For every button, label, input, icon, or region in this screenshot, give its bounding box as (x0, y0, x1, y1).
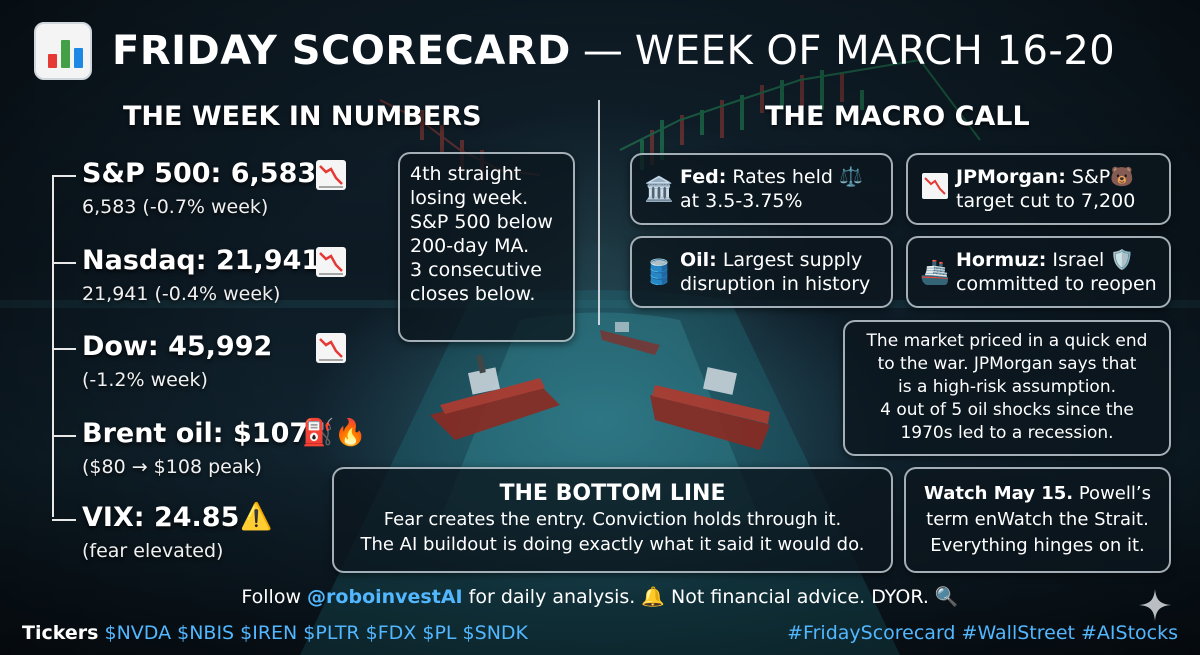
sparkle-icon (1139, 589, 1171, 621)
stat-sub: 6,583 (-0.7% week) (82, 196, 269, 218)
title-dash: — (582, 28, 623, 74)
market-note-line: 1970s led to a recession. (900, 423, 1114, 443)
hashtags[interactable]: #FridayScorecard #WallStreet #AIStocks (787, 622, 1178, 644)
week-in-numbers-heading: THE WEEK IN NUMBERS (123, 101, 482, 132)
stats-tree-line (52, 175, 54, 517)
watch-text: Everything hinges on it. (930, 535, 1145, 556)
note-line: S&P 500 below (410, 211, 553, 233)
stat-sub: 21,941 (-0.4% week) (82, 283, 281, 305)
fuel-pump-fire-icon: ⛽🔥 (302, 418, 367, 448)
market-note-line: The market priced in a quick end (866, 331, 1148, 351)
bottom-line-text: Fear creates the entry. Conviction holds… (383, 509, 842, 530)
market-note-line: is a high-risk assumption. (897, 377, 1117, 397)
stat-label: S&P 500: 6,583 (82, 158, 317, 189)
bar-chart-icon (34, 22, 92, 80)
card-line: S&P (1071, 166, 1111, 188)
stat-sub: (-1.2% week) (82, 369, 208, 391)
follow-prefix: Follow (241, 586, 308, 608)
market-note: The market priced in a quick end to the … (843, 320, 1171, 456)
oil-barrel-icon: 🛢️ (644, 258, 674, 286)
card-line: Largest supply (722, 249, 863, 271)
stat-label: Brent oil: $107 (82, 418, 309, 449)
section-divider (598, 100, 600, 325)
follow-suffix: for daily analysis. 🔔 Not financial advi… (462, 586, 959, 608)
watch-text: Powell’s (1073, 483, 1151, 504)
page-title: FRIDAY SCORECARD (112, 28, 571, 74)
card-line: at 3.5-3.75% (680, 190, 803, 212)
warning-icon: ⚠️ (240, 502, 273, 532)
note-line: losing week. (410, 187, 529, 209)
chart-decreasing-icon (920, 173, 950, 205)
chart-decreasing-icon (316, 160, 346, 190)
watch-card: Watch May 15. Powell’s term enWatch the … (904, 467, 1171, 573)
macro-card-oil: 🛢️ Oil: Largest supply disruption in his… (630, 236, 893, 308)
handle-link[interactable]: @roboinvestAI (307, 586, 463, 608)
macro-call-heading: THE MACRO CALL (765, 101, 1030, 132)
losing-week-note: 4th straight losing week. S&P 500 below … (398, 152, 575, 342)
card-name: JPMorgan: (956, 166, 1066, 188)
market-note-line: 4 out of 5 oil shocks since the (880, 400, 1134, 420)
note-line: closes below. (410, 283, 536, 305)
card-line: target cut to 7,200 (956, 190, 1136, 212)
card-name: Oil: (680, 249, 717, 271)
tickers-list[interactable]: $NVDA $NBIS $IREN $PLTR $FDX $PL $SNDK (104, 622, 528, 644)
card-line: Israel (1052, 249, 1105, 271)
stat-sub: (fear elevated) (82, 540, 224, 562)
tickers: Tickers $NVDA $NBIS $IREN $PLTR $FDX $PL… (22, 622, 528, 644)
macro-card-fed: 🏛️ Fed: Rates held ⚖️ at 3.5-3.75% (630, 153, 893, 225)
bottom-line-card: THE BOTTOM LINE Fear creates the entry. … (332, 467, 893, 573)
note-line: 200-day MA. (410, 235, 530, 257)
chart-decreasing-icon (316, 247, 346, 277)
watch-text: term enWatch the Strait. (926, 509, 1149, 530)
tickers-label: Tickers (22, 622, 99, 644)
shield-icon: 🛡️ (1110, 249, 1135, 271)
scales-icon: ⚖️ (838, 166, 863, 188)
header: FRIDAY SCORECARD — WEEK OF MARCH 16-20 (34, 20, 1115, 82)
stat-label: Dow: 45,992 (82, 331, 273, 362)
bottom-line-text: The AI buildout is doing exactly what it… (360, 534, 865, 555)
stat-label: VIX: 24.85 (82, 502, 240, 533)
stat-sub: ($80 → $108 peak) (82, 456, 262, 478)
bank-icon: 🏛️ (644, 175, 674, 203)
footer-follow: Follow @roboinvestAI for daily analysis.… (0, 585, 1200, 608)
ship-icon: 🚢 (920, 258, 950, 286)
bear-icon: 🐻 (1110, 166, 1134, 188)
card-name: Fed: (680, 166, 727, 188)
card-line: Rates held (732, 166, 833, 188)
card-line: committed to reopen (956, 273, 1157, 295)
watch-bold: Watch May 15. (924, 483, 1074, 504)
week-range: WEEK OF MARCH 16-20 (634, 28, 1116, 74)
note-line: 3 consecutive (410, 259, 542, 281)
stat-label: Nasdaq: 21,941 (82, 245, 321, 276)
note-line: 4th straight (410, 163, 522, 185)
bottom-line-title: THE BOTTOM LINE (499, 481, 726, 506)
macro-card-hormuz: 🚢 Hormuz: Israel 🛡️ committed to reopen (906, 236, 1171, 308)
market-note-line: to the war. JPMorgan says that (877, 354, 1137, 374)
macro-card-jpmorgan: JPMorgan: S&P🐻 target cut to 7,200 (906, 153, 1171, 225)
card-name: Hormuz: (956, 249, 1047, 271)
chart-decreasing-icon (316, 333, 346, 363)
card-line: disruption in history (680, 273, 871, 295)
